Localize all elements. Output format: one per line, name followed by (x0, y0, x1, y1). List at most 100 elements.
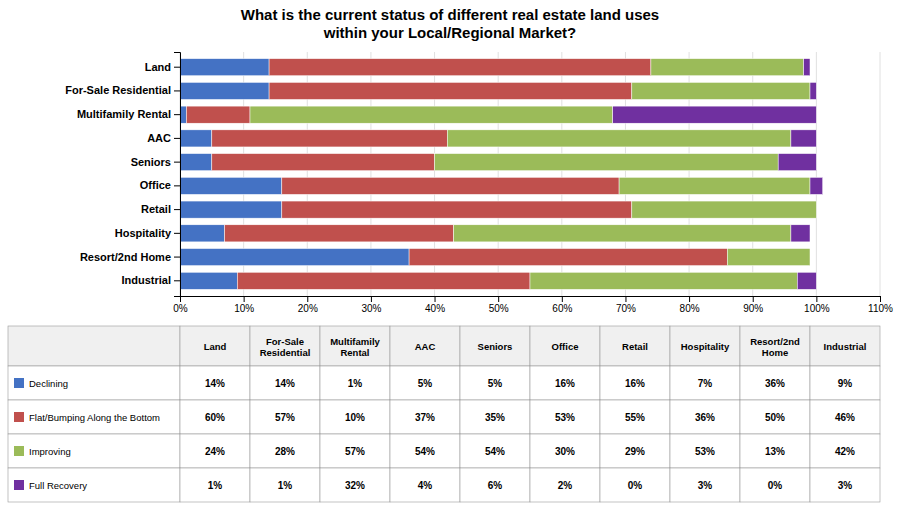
tick-label: Resort/2nd Home (80, 251, 171, 263)
table-cell (250, 326, 320, 366)
x-tick: 70% (616, 296, 636, 314)
bar (180, 82, 269, 99)
table-cell (810, 400, 880, 434)
bar (810, 249, 811, 266)
bar (613, 106, 817, 123)
x-tick: 100% (804, 296, 830, 314)
tick-mark (174, 138, 180, 139)
table-cell (530, 434, 600, 468)
tick-label: 10% (234, 303, 254, 314)
table-cell (320, 366, 390, 400)
table-header: Retail (622, 341, 648, 352)
tick-label: Office (140, 179, 171, 191)
table-cell (530, 366, 600, 400)
table-value: 0% (628, 480, 643, 491)
bar (651, 59, 804, 76)
table-cell (740, 434, 810, 468)
table-header-line: Resort/2nd (750, 335, 800, 346)
table-header: MultifamilyRental (330, 335, 380, 357)
y-tick: Hospitality (115, 227, 180, 239)
tick-label: 50% (489, 303, 509, 314)
bar (797, 272, 816, 289)
bars (180, 59, 823, 290)
table-header-line: Hospitality (681, 341, 730, 352)
table-value: 53% (695, 446, 715, 457)
table-cell (250, 366, 320, 400)
table-value: 36% (765, 378, 785, 389)
table-cell (250, 400, 320, 434)
tick-mark (174, 209, 180, 210)
tick-mark (174, 162, 180, 163)
bar (454, 225, 791, 242)
y-tick: AAC (147, 132, 180, 144)
tick-label: 0% (173, 303, 188, 314)
table-header-line: Multifamily (330, 335, 380, 346)
table-cell (390, 326, 460, 366)
table-cell (530, 468, 600, 502)
tick-mark (498, 296, 499, 302)
bar (282, 201, 632, 218)
bar (180, 130, 212, 147)
table-cell (8, 326, 180, 366)
table-cell (810, 468, 880, 502)
legend-swatch (14, 480, 24, 490)
table-value: 16% (555, 378, 575, 389)
table-value: 32% (345, 480, 365, 491)
table-cell (8, 468, 180, 502)
table-value: 13% (765, 446, 785, 457)
table-cell (740, 468, 810, 502)
table-header: Office (552, 341, 579, 352)
table-value: 57% (345, 446, 365, 457)
table-header: Land (204, 341, 227, 352)
tick-label: Seniors (131, 156, 171, 168)
table-cell (740, 366, 810, 400)
table-cell (180, 400, 250, 434)
table-cell (320, 468, 390, 502)
table-cell (180, 434, 250, 468)
tick-mark (880, 296, 881, 302)
y-tick: For-Sale Residential (65, 84, 180, 96)
bar (282, 177, 619, 194)
tick-label: 20% (298, 303, 318, 314)
tick-mark (435, 296, 436, 302)
table-header: AAC (415, 341, 436, 352)
table-value: 3% (698, 480, 713, 491)
table-cell (250, 434, 320, 468)
legend-label: Full Recovery (29, 480, 87, 491)
tick-label: 90% (743, 303, 763, 314)
legend-swatch (14, 446, 24, 456)
table-header-line: For-Sale (266, 335, 304, 346)
table-value: 55% (625, 412, 645, 423)
bar (810, 177, 823, 194)
table-value: 1% (278, 480, 293, 491)
tick-mark (753, 296, 754, 302)
table-value: 46% (835, 412, 855, 423)
chart: What is the current status of different … (0, 0, 900, 515)
table-header-line: Land (204, 341, 227, 352)
tick-mark (174, 257, 180, 258)
bar (727, 249, 810, 266)
table-cell (670, 434, 740, 468)
y-tick: Office (140, 179, 180, 191)
table-value: 1% (208, 480, 223, 491)
tick-mark (307, 296, 308, 302)
bar (435, 154, 779, 171)
table-cell (320, 434, 390, 468)
bar (180, 249, 409, 266)
table-cell (600, 434, 670, 468)
table-cell (530, 326, 600, 366)
table-value: 6% (488, 480, 503, 491)
tick-label: AAC (147, 132, 171, 144)
bar (269, 82, 632, 99)
bar (810, 82, 816, 99)
table-cell (180, 468, 250, 502)
table-value: 60% (205, 412, 225, 423)
table-value: 5% (418, 378, 433, 389)
bar-series (613, 59, 823, 290)
legend-label: Declining (29, 378, 68, 389)
tick-mark (174, 185, 180, 186)
table-header: Seniors (478, 341, 513, 352)
y-axis: LandFor-Sale ResidentialMultifamily Rent… (65, 53, 180, 297)
y-tick: Industrial (121, 274, 180, 286)
table-cell (390, 434, 460, 468)
